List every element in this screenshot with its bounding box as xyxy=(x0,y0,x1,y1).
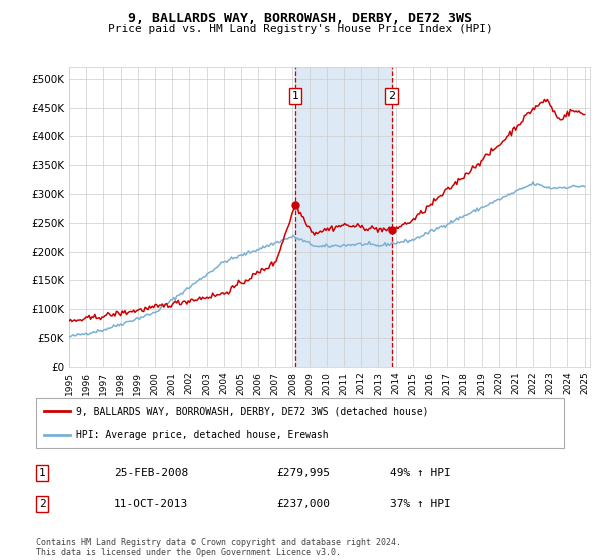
FancyBboxPatch shape xyxy=(36,398,564,448)
Text: 9, BALLARDS WAY, BORROWASH, DERBY, DE72 3WS: 9, BALLARDS WAY, BORROWASH, DERBY, DE72 … xyxy=(128,12,472,25)
Text: 1: 1 xyxy=(38,468,46,478)
Text: 37% ↑ HPI: 37% ↑ HPI xyxy=(390,499,451,509)
Text: 2: 2 xyxy=(388,91,395,101)
Text: 11-OCT-2013: 11-OCT-2013 xyxy=(114,499,188,509)
Text: HPI: Average price, detached house, Erewash: HPI: Average price, detached house, Erew… xyxy=(76,431,328,440)
Text: 9, BALLARDS WAY, BORROWASH, DERBY, DE72 3WS (detached house): 9, BALLARDS WAY, BORROWASH, DERBY, DE72 … xyxy=(76,406,428,416)
Text: £279,995: £279,995 xyxy=(276,468,330,478)
Text: £237,000: £237,000 xyxy=(276,499,330,509)
Text: 2: 2 xyxy=(38,499,46,509)
Text: 1: 1 xyxy=(292,91,299,101)
Bar xyxy=(295,67,392,367)
Text: 49% ↑ HPI: 49% ↑ HPI xyxy=(390,468,451,478)
Text: 25-FEB-2008: 25-FEB-2008 xyxy=(114,468,188,478)
Text: Price paid vs. HM Land Registry's House Price Index (HPI): Price paid vs. HM Land Registry's House … xyxy=(107,24,493,34)
Text: Contains HM Land Registry data © Crown copyright and database right 2024.
This d: Contains HM Land Registry data © Crown c… xyxy=(36,538,401,557)
